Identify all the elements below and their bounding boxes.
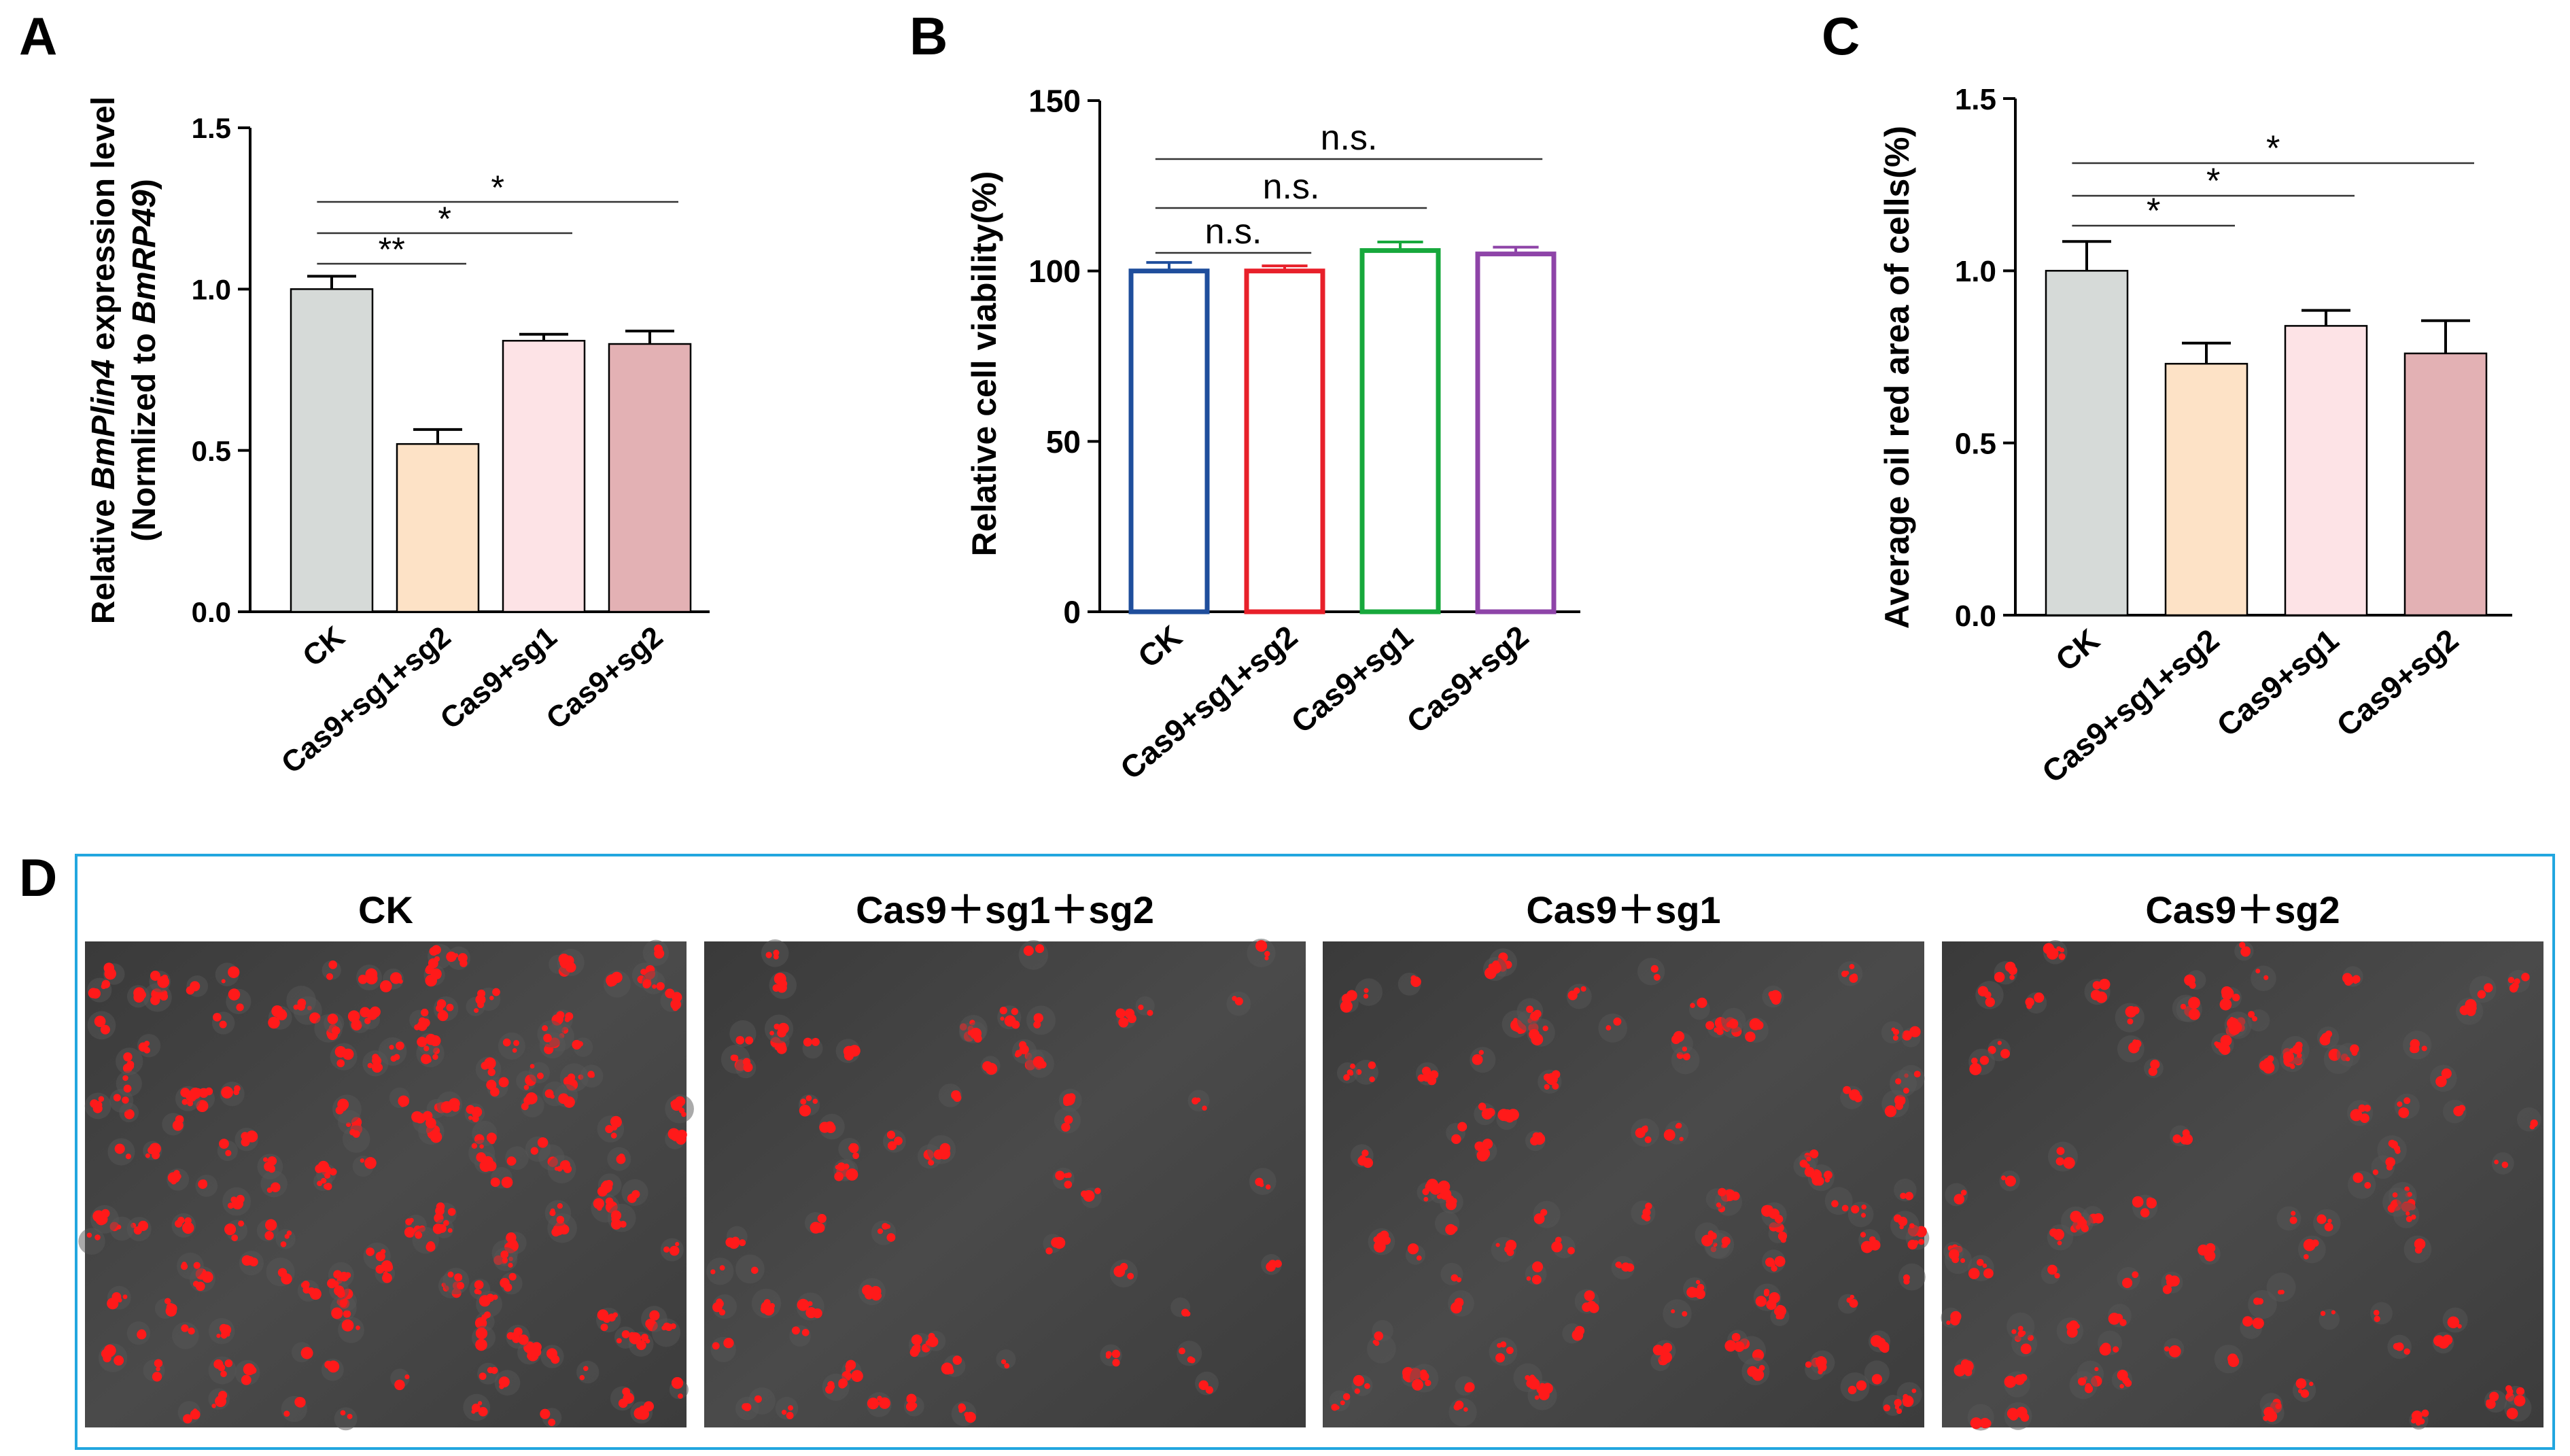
chart-b-category-label: Cas9+sg2 (1400, 619, 1535, 740)
chart-c-significance-label: * (2266, 128, 2280, 169)
chart-a-bar (502, 340, 586, 613)
chart-b-ytick-label: 0 (1063, 595, 1081, 630)
chart-b-category-label: Cas9+sg1 (1284, 619, 1419, 740)
chart-b-ytick-label: 100 (1028, 254, 1081, 289)
micrograph-panel-frame (75, 854, 2555, 1450)
panel-letter-b: B (909, 6, 948, 66)
micrograph-image (1323, 941, 1930, 1427)
chart-a-category-label: Cas9+sg1 (434, 620, 563, 735)
micrograph-image (704, 938, 1306, 1427)
chart-b-bar (1244, 268, 1325, 614)
chart-c-bar (2045, 270, 2129, 617)
chart-b-ylabel: Relative cell viability(%) (965, 171, 1003, 557)
chart-b-bar (1359, 248, 1441, 614)
chart-c-ytick-label: 0.0 (1955, 600, 1996, 633)
chart-a-relative-expression: Relative BmPlin4 expression level (Norml… (86, 97, 710, 780)
chart-a-bar (396, 443, 480, 613)
micrograph-panel: CK Cas9＋sg1＋sg2 Cas9＋sg1 Cas9＋sg2 (75, 854, 2555, 1450)
chart-b-category-label: CK (1131, 619, 1188, 675)
chart-b-significance-label: n.s. (1321, 118, 1378, 158)
chart-a-significance-label: * (438, 199, 451, 238)
micrograph-image (1941, 939, 2543, 1431)
chart-a-ytick-label: 1.0 (192, 273, 231, 305)
chart-a-significance-label: * (491, 168, 504, 207)
chart-c-ylabel: Average oil red area of cells(%) (1878, 126, 1916, 629)
panel-letter-d: D (19, 848, 57, 907)
micrograph-label: Cas9＋sg2 (2145, 888, 2340, 931)
micrograph-label: CK (358, 888, 413, 931)
chart-b-ytick-label: 50 (1046, 424, 1081, 460)
chart-c-category-label: Cas9+sg2 (2329, 622, 2465, 744)
chart-a-ytick-label: 0.5 (192, 435, 231, 467)
panel-letter-a: A (19, 6, 57, 66)
chart-a-ylabel-line1: Relative BmPlin4 expression level (86, 97, 122, 624)
chart-b-significance-label: n.s. (1263, 167, 1320, 207)
chart-b-bar (1475, 252, 1557, 614)
chart-b-ytick-label: 150 (1028, 84, 1081, 119)
chart-c-ytick-label: 1.5 (1955, 83, 1996, 116)
chart-c-significance-label: * (2206, 161, 2220, 201)
chart-b-cell-viability: Relative cell viability(%) 0 50 100 150 CK Ca… (965, 84, 1580, 786)
chart-c-bar (2403, 352, 2488, 617)
chart-a-significance-label: ** (379, 230, 405, 268)
chart-a-category-label: CK (296, 620, 351, 674)
micrograph-label: Cas9＋sg1＋sg2 (856, 888, 1154, 931)
chart-c-ytick-label: 1.0 (1955, 255, 1996, 288)
chart-a-bar (290, 288, 374, 613)
chart-c-bar (2164, 362, 2248, 617)
chart-c-category-label: Cas9+sg1 (2210, 622, 2345, 744)
chart-c-ytick-label: 0.5 (1955, 428, 1996, 461)
micrograph-image (78, 939, 694, 1431)
chart-a-ytick-label: 1.5 (192, 112, 231, 144)
micrograph-background (1323, 941, 1924, 1427)
chart-c-category-label: CK (2049, 622, 2106, 678)
chart-a-category-label: Cas9+sg2 (540, 620, 670, 735)
chart-b-significance-label: n.s. (1205, 212, 1262, 252)
chart-c-oil-red-area: Average oil red area of cells(%) 0.0 0.5 1… (1878, 83, 2512, 790)
chart-c-bar (2284, 325, 2368, 617)
chart-a-bar (608, 343, 692, 613)
chart-c-significance-label: * (2147, 191, 2160, 231)
chart-a-ylabel-line2: (Normlized to BmRP49) (126, 179, 162, 541)
micrograph-label: Cas9＋sg1 (1526, 888, 1720, 931)
panel-letter-c: C (1822, 6, 1860, 66)
chart-b-bar (1128, 268, 1210, 614)
chart-a-ytick-label: 0.0 (192, 596, 231, 628)
